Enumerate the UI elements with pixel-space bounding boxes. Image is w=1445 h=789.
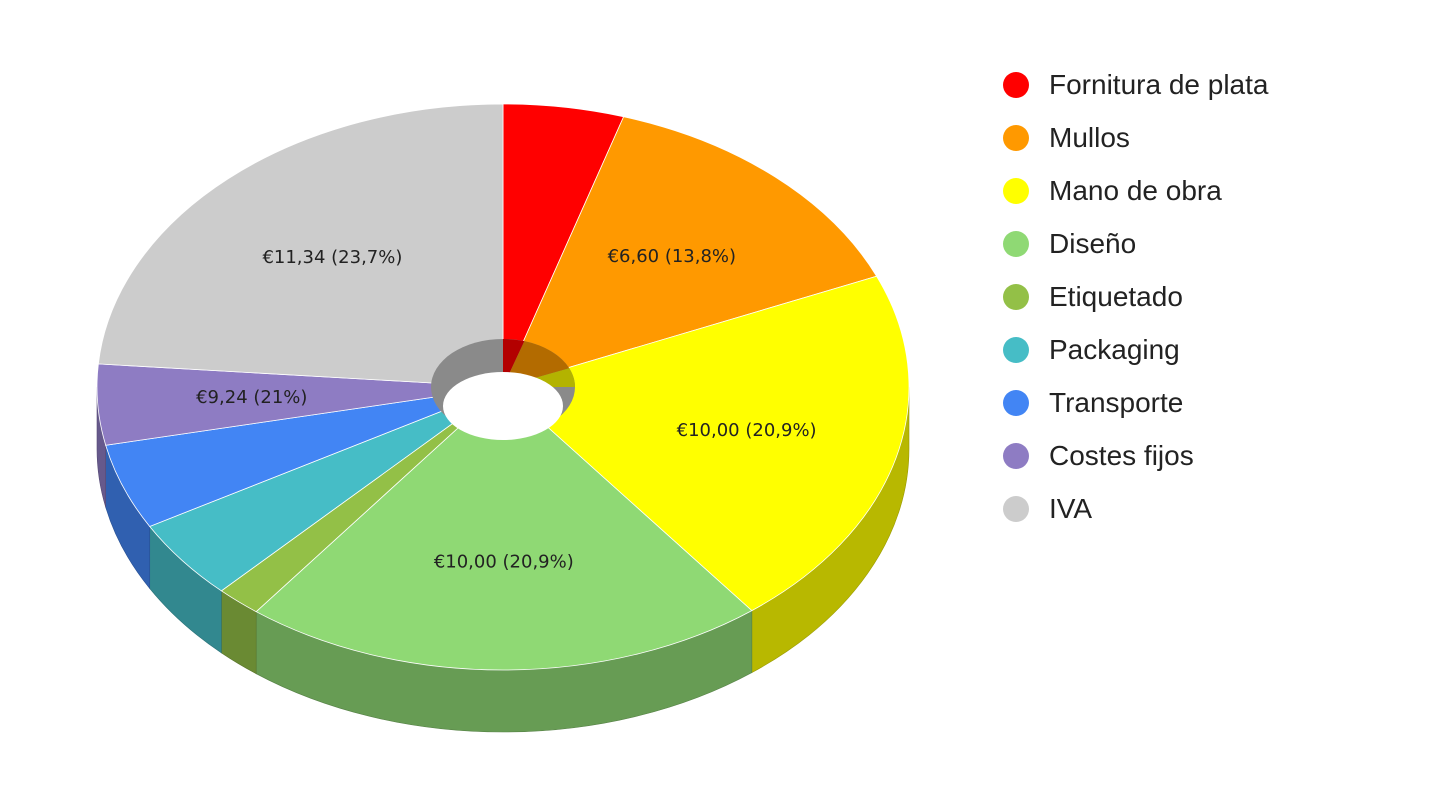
slice-iva bbox=[97, 103, 504, 388]
legend-item-mullos: Mullos bbox=[1003, 111, 1268, 164]
legend-color-swatch bbox=[1003, 177, 1029, 204]
chart-legend: Fornitura de plata Mullos Mano de obra Dise… bbox=[1003, 58, 1268, 535]
legend-item-etiquetado: Etiquetado bbox=[1003, 270, 1268, 323]
slice-label-mano-de-obra: €10,00 (20,9%) bbox=[677, 420, 817, 441]
legend-label: Packaging bbox=[1049, 333, 1180, 365]
slice-label-diseño: €10,00 (20,9%) bbox=[434, 551, 574, 572]
legend-label: Fornitura de plata bbox=[1049, 68, 1269, 100]
pie-labels: €6,60 (13,8%) €10,00 (20,9%) €10,00 (20,9%… bbox=[196, 246, 816, 573]
legend-color-swatch bbox=[1003, 442, 1029, 469]
legend-color-swatch bbox=[1003, 336, 1029, 363]
legend-color-swatch bbox=[1003, 230, 1029, 257]
legend-color-swatch bbox=[1003, 495, 1029, 522]
legend-color-swatch bbox=[1003, 389, 1029, 416]
pie-top bbox=[96, 103, 910, 671]
slice-label-iva: €11,34 (23,7%) bbox=[262, 247, 402, 268]
legend-item-iva: IVA bbox=[1003, 482, 1268, 535]
slice-diseño bbox=[255, 386, 753, 671]
legend-label: IVA bbox=[1049, 492, 1093, 524]
slice-label-costes-fijos: €9,24 (21%) bbox=[196, 387, 307, 408]
pie-sides bbox=[96, 386, 910, 733]
legend-color-swatch bbox=[1003, 124, 1029, 151]
legend-item-transporte: Transporte bbox=[1003, 376, 1268, 429]
legend-item-costes-fijos: Costes fijos bbox=[1003, 429, 1268, 482]
slice-label-mullos: €6,60 (13,8%) bbox=[608, 246, 736, 267]
slice-mano-de-obra bbox=[502, 275, 910, 612]
legend-label: Transporte bbox=[1049, 386, 1184, 418]
legend-item-fornitura-de-plata: Fornitura de plata bbox=[1003, 58, 1268, 111]
legend-color-swatch bbox=[1003, 283, 1029, 310]
donut-hole bbox=[431, 339, 575, 440]
legend-item-mano-de-obra: Mano de obra bbox=[1003, 164, 1268, 217]
legend-item-packaging: Packaging bbox=[1003, 323, 1268, 376]
legend-label: Costes fijos bbox=[1049, 439, 1194, 471]
legend-color-swatch bbox=[1003, 71, 1029, 98]
legend-label: Diseño bbox=[1049, 227, 1137, 259]
donut-hole-opening bbox=[443, 372, 563, 440]
legend-label: Mullos bbox=[1049, 121, 1130, 153]
legend-item-diseño: Diseño bbox=[1003, 217, 1268, 270]
legend-label: Mano de obra bbox=[1049, 174, 1222, 206]
legend-label: Etiquetado bbox=[1049, 280, 1183, 312]
slice-mullos bbox=[502, 116, 878, 388]
